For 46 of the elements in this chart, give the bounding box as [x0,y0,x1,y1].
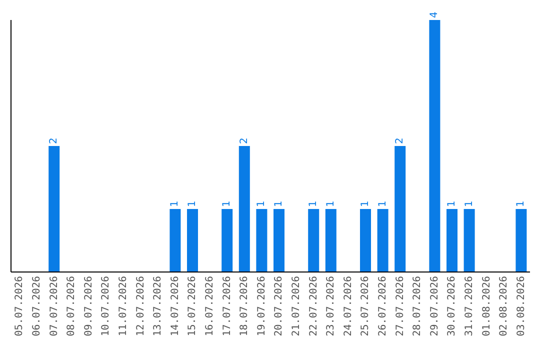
data-label: 1 [170,200,181,207]
data-label: 2 [238,138,250,144]
data-label: 1 [516,200,527,207]
data-label: 2 [48,138,60,144]
data-label: 1 [187,200,198,207]
x-tick-label: 18.07.2026 [239,276,250,336]
x-tick-label: 26.07.2026 [377,276,388,336]
x-tick-label: 27.07.2026 [394,276,406,336]
x-tick-label: 17.07.2026 [222,276,233,336]
data-label: 1 [222,200,233,207]
data-label: 1 [308,200,320,207]
x-tick-label: 16.07.2026 [204,276,216,336]
x-tick-label: 14.07.2026 [170,276,181,336]
data-label: 1 [464,200,475,207]
x-tick-label: 30.07.2026 [446,276,458,336]
x-tick-label: 07.07.2026 [48,276,60,336]
x-tick-label: 20.07.2026 [274,276,285,336]
x-tick-label: 10.07.2026 [100,276,112,336]
x-tick-label: 03.08.2026 [516,276,527,336]
x-tick-label: 25.07.2026 [360,276,372,336]
data-label: 1 [256,200,268,207]
data-label: 4 [429,12,440,18]
x-tick-label: 06.07.2026 [31,276,42,336]
x-tick-label: 12.07.2026 [135,276,146,336]
x-tick-label: 28.07.2026 [412,276,424,336]
x-tick-label: 24.07.2026 [342,276,354,336]
x-tick-label: 23.07.2026 [326,276,337,336]
data-label: 1 [274,200,284,207]
data-label: 1 [360,200,371,207]
data-label: 1 [446,200,458,207]
x-tick-label: 13.07.2026 [152,276,164,336]
data-label: 2 [394,138,406,144]
x-tick-label: 11.07.2026 [118,276,129,336]
data-label: 1 [377,200,388,207]
data-label: 1 [325,200,336,207]
x-tick-label: 02.08.2026 [498,276,510,336]
x-tick-label: 05.07.2026 [14,276,26,336]
x-tick-label: 19.07.2026 [256,276,268,336]
x-tick-label: 01.08.2026 [481,276,492,336]
x-tick-label: 31.07.2026 [464,276,475,336]
x-tick-label: 15.07.2026 [187,276,198,336]
x-tick-label: 22.07.2026 [308,276,320,336]
x-tick-label: 29.07.2026 [429,276,440,336]
x-tick-label: 21.07.2026 [290,276,302,336]
x-tick-label: 09.07.2026 [83,276,94,336]
x-tick-label: 08.07.2026 [66,276,78,336]
